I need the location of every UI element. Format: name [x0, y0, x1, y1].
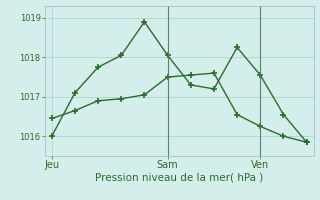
X-axis label: Pression niveau de la mer( hPa ): Pression niveau de la mer( hPa ): [95, 173, 263, 183]
